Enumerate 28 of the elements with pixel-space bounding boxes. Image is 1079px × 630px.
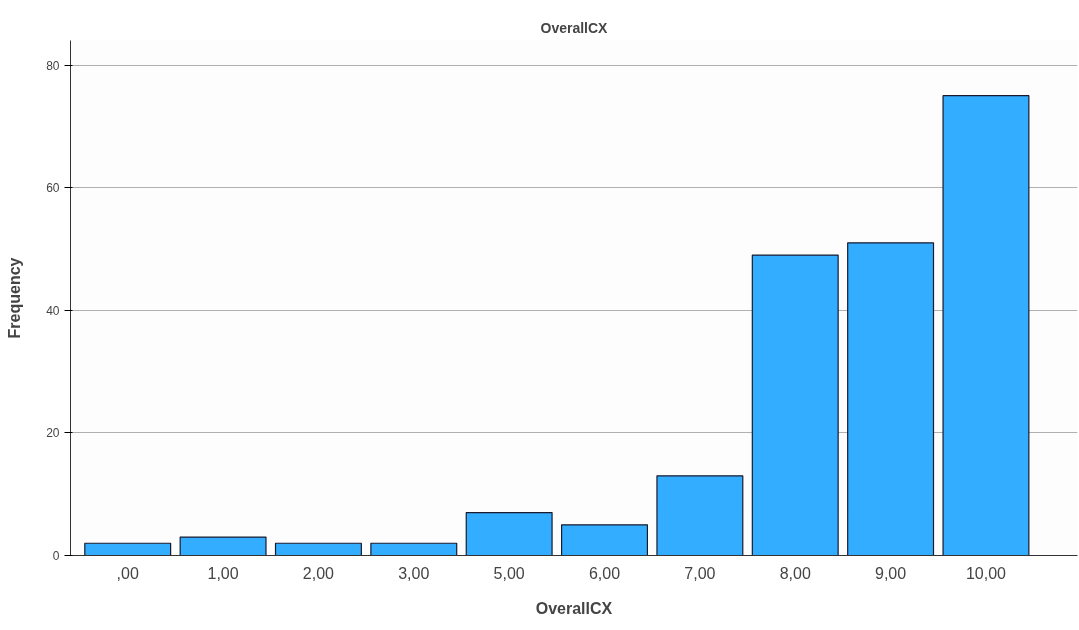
bar [942, 95, 1030, 556]
y-tick-label: 60 [46, 181, 60, 196]
y-tick-label: 40 [46, 303, 60, 318]
bar [656, 475, 744, 556]
bar [370, 542, 458, 556]
x-tick-label: 2,00 [302, 564, 335, 582]
x-tick-label: 6,00 [588, 564, 621, 582]
x-tick-label: 8,00 [779, 564, 811, 582]
y-tick-label: 20 [46, 426, 60, 441]
y-tick-label: 0 [52, 549, 60, 563]
bar [751, 254, 839, 556]
x-tick-label: ,00 [116, 564, 139, 582]
bar [465, 511, 553, 556]
bar [561, 524, 649, 556]
bar [847, 242, 935, 556]
bar [84, 542, 172, 556]
x-tick-label: 5,00 [493, 564, 525, 582]
x-tick-label: 9,00 [875, 564, 907, 582]
chart-title: OverallCX [540, 19, 609, 36]
x-axis-title: OverallCX [535, 599, 613, 617]
y-tick-label: 80 [46, 58, 60, 73]
x-tick-label: 10,00 [965, 564, 1007, 582]
x-tick-label: 3,00 [398, 564, 430, 582]
bar [274, 542, 362, 556]
bar [179, 536, 267, 556]
x-tick-label: 7,00 [684, 564, 716, 582]
y-axis-title: Frequency [6, 257, 24, 339]
x-tick-label: 1,00 [207, 564, 239, 582]
